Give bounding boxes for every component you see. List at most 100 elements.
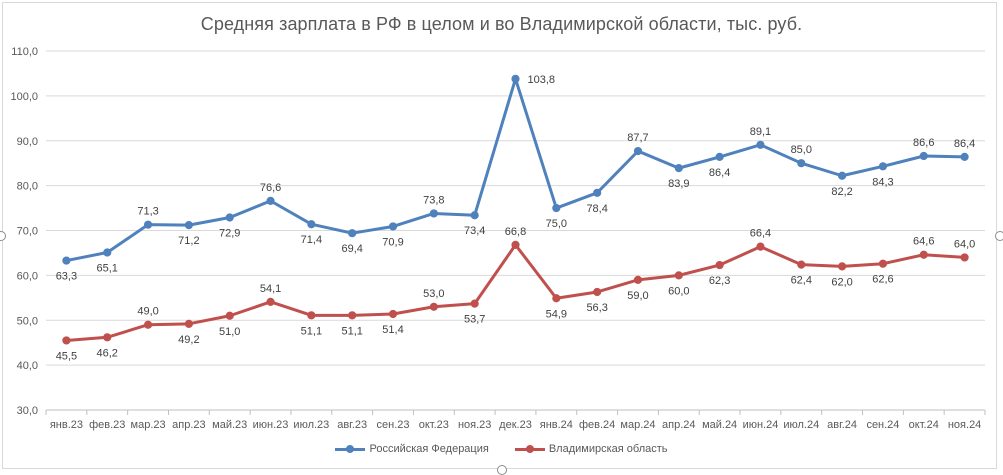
data-label: 72,9 [219, 227, 240, 239]
data-point[interactable] [62, 336, 71, 345]
data-label: 86,4 [709, 167, 730, 179]
x-tick-label: сен.23 [377, 419, 410, 431]
resize-handle-right[interactable] [995, 231, 1003, 241]
data-point[interactable] [919, 151, 928, 161]
data-label: 62,6 [872, 274, 893, 286]
data-point[interactable] [756, 242, 765, 251]
data-point[interactable] [878, 162, 888, 171]
data-point[interactable] [184, 221, 193, 230]
series-rf: 63,3 65,1 71,3 71,2 72,9 76,6 71,4 69,4 70,9 73,8… [56, 74, 976, 283]
data-point[interactable] [307, 220, 316, 229]
data-point[interactable] [552, 294, 561, 303]
data-point[interactable] [674, 164, 683, 173]
data-point[interactable] [552, 203, 561, 213]
data-label: 89,1 [750, 126, 771, 138]
x-tick-label: мар.24 [620, 419, 655, 431]
data-point[interactable] [593, 188, 602, 197]
data-point[interactable] [878, 259, 888, 268]
data-label: 62,3 [709, 275, 730, 287]
data-point[interactable] [348, 229, 357, 238]
x-tick-label: авг.23 [337, 419, 367, 431]
data-point[interactable] [388, 222, 398, 231]
data-point[interactable] [184, 319, 193, 328]
data-point[interactable] [143, 320, 153, 329]
data-point[interactable] [960, 152, 969, 162]
data-point[interactable] [266, 297, 275, 306]
x-tick-label: июн.23 [253, 419, 289, 431]
legend-marker-rf [346, 445, 355, 453]
data-point[interactable] [103, 248, 112, 257]
resize-handle-left[interactable] [0, 231, 6, 241]
data-label: 83,9 [668, 178, 689, 190]
data-label: 66,8 [505, 226, 526, 238]
data-point[interactable] [103, 333, 112, 342]
data-label: 71,2 [178, 235, 199, 247]
data-label: 103,8 [528, 74, 556, 86]
data-point[interactable] [429, 209, 438, 218]
y-tick-label: 80,0 [17, 181, 38, 193]
data-label: 66,4 [750, 228, 771, 240]
data-point[interactable] [348, 311, 357, 320]
data-label: 87,7 [627, 132, 648, 144]
data-point[interactable] [388, 309, 398, 319]
data-label: 64,6 [913, 236, 934, 248]
series-line [64, 243, 967, 342]
data-label: 86,4 [954, 138, 975, 150]
x-tick-label: ноя.23 [458, 419, 491, 431]
chart-frame[interactable] [2, 2, 997, 469]
data-point[interactable] [715, 152, 724, 162]
legend-swatch-rf [335, 444, 366, 454]
data-label: 53,0 [423, 288, 444, 300]
data-point[interactable] [307, 311, 316, 320]
data-point[interactable] [225, 213, 234, 222]
legend: Российская Федерация Владимирская област… [0, 443, 1003, 455]
data-point[interactable] [470, 211, 479, 220]
x-tick-label: май.24 [702, 419, 737, 431]
x-tick-label: мар.23 [131, 419, 166, 431]
data-point[interactable] [756, 140, 765, 149]
x-tick-label: апр.24 [662, 419, 695, 431]
data-label: 69,4 [341, 243, 362, 255]
data-point[interactable] [674, 271, 683, 280]
data-point[interactable] [919, 250, 928, 259]
x-tick-label: июл.23 [293, 419, 329, 431]
y-tick-label: 90,0 [17, 136, 38, 148]
data-point[interactable] [470, 299, 479, 308]
data-point[interactable] [266, 196, 275, 205]
x-tick-label: фев.23 [89, 419, 125, 431]
data-point[interactable] [511, 74, 520, 83]
x-tick-label: июл.24 [783, 419, 819, 431]
data-point[interactable] [633, 275, 643, 284]
data-label: 51,4 [382, 324, 403, 336]
legend-swatch-vladimir [514, 444, 545, 454]
x-tick-label: окт.23 [419, 419, 449, 431]
legend-item-vladimir[interactable]: Владимирская область [514, 443, 668, 455]
data-label: 49,0 [137, 306, 158, 318]
data-point[interactable] [143, 220, 153, 229]
data-point[interactable] [838, 171, 847, 180]
data-label: 51,1 [301, 325, 322, 337]
data-label: 46,2 [97, 347, 118, 359]
data-point[interactable] [62, 256, 71, 265]
data-label: 71,3 [137, 206, 158, 218]
legend-item-rf[interactable]: Российская Федерация [335, 443, 489, 455]
data-point[interactable] [225, 311, 234, 320]
data-label: 51,0 [219, 326, 240, 338]
data-label: 54,1 [260, 283, 281, 295]
y-tick-label: 100,0 [10, 91, 38, 103]
data-point[interactable] [797, 159, 806, 168]
data-point[interactable] [633, 146, 643, 156]
data-point[interactable] [593, 287, 602, 297]
series: 63,3 65,1 71,3 71,2 72,9 76,6 71,4 69,4 70,9 73,8… [56, 74, 976, 363]
data-point[interactable] [511, 240, 520, 249]
data-point[interactable] [797, 260, 806, 269]
data-point[interactable] [429, 302, 438, 311]
data-label: 86,6 [913, 137, 934, 149]
data-point[interactable] [838, 262, 847, 271]
data-label: 75,0 [546, 218, 567, 230]
data-label: 59,0 [627, 290, 648, 302]
data-point[interactable] [715, 260, 724, 270]
data-point[interactable] [960, 253, 969, 262]
series-vladimir: 45,5 46,2 49,0 49,2 51,0 54,1 51,1 51,1 51,4 53,0… [56, 226, 976, 363]
